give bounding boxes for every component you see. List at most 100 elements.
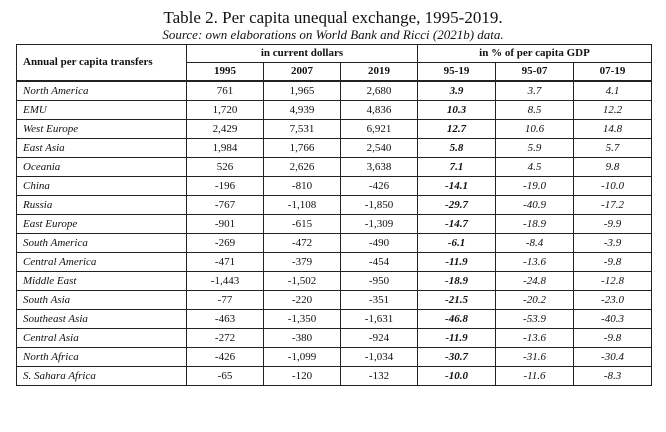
percent-gdp-cell: -11.9 — [417, 328, 496, 348]
percent-gdp-cell: 5.9 — [495, 138, 574, 158]
dollar-value-cell: 2,680 — [340, 80, 418, 101]
percent-gdp-cell: -9.8 — [572, 252, 653, 272]
percent-gdp-cell: -21.5 — [417, 290, 496, 310]
percent-gdp-cell: -17.2 — [572, 195, 653, 215]
table-row: Russia -767 -1,108 -1,850 -29.7 -40.9 -17.2 — [16, 195, 653, 215]
region-cell: West Europe — [16, 119, 187, 139]
dollar-value-cell: -269 — [186, 233, 264, 253]
region-cell: East Europe — [16, 214, 187, 234]
percent-gdp-cell: -24.8 — [495, 271, 574, 291]
percent-gdp-cell: -10.0 — [572, 176, 653, 196]
percent-gdp-cell: 3.9 — [417, 80, 496, 101]
percent-gdp-cell: -40.9 — [495, 195, 574, 215]
region-cell: Middle East — [16, 271, 187, 291]
percent-gdp-cell: -31.6 — [495, 347, 574, 367]
table-row: East Asia 1,984 1,766 2,540 5.8 5.9 5.7 — [16, 138, 653, 158]
percent-gdp-cell: 10.6 — [495, 119, 574, 139]
table-row: EMU 1,720 4,939 4,836 10.3 8.5 12.2 — [16, 100, 653, 120]
table-row: China -196 -810 -426 -14.1 -19.0 -10.0 — [16, 176, 653, 196]
percent-gdp-cell: -13.6 — [495, 328, 574, 348]
table-row: S. Sahara Africa -65 -120 -132 -10.0 -11.6 -8.… — [16, 366, 653, 386]
dollar-value-cell: -196 — [186, 176, 264, 196]
dollar-value-cell: 3,638 — [340, 157, 418, 177]
table-row: North Africa -426 -1,099 -1,034 -30.7 -31.6 -3… — [16, 347, 653, 367]
group-header-percent-gdp: in % of per capita GDP — [416, 44, 653, 63]
region-cell: Central America — [16, 252, 187, 272]
column-header: 1995 — [186, 62, 264, 82]
dollar-value-cell: -490 — [340, 233, 418, 253]
dollar-value-cell: 4,939 — [263, 100, 341, 120]
percent-gdp-cell: -18.9 — [495, 214, 574, 234]
dollar-value-cell: 2,626 — [263, 157, 341, 177]
dollar-value-cell: -77 — [186, 290, 264, 310]
table-row: Central Asia -272 -380 -924 -11.9 -13.6 -9.8 — [16, 328, 653, 348]
dollar-value-cell: -1,034 — [340, 347, 418, 367]
percent-gdp-cell: -53.9 — [495, 309, 574, 329]
table-title: Table 2. Per capita unequal exchange, 19… — [163, 8, 503, 27]
percent-gdp-cell: -12.8 — [572, 271, 653, 291]
percent-gdp-cell: -9.9 — [572, 214, 653, 234]
dollar-value-cell: -1,099 — [263, 347, 341, 367]
percent-gdp-cell: -30.4 — [572, 347, 653, 367]
dollar-value-cell: -132 — [340, 366, 418, 386]
percent-gdp-cell: -11.9 — [417, 252, 496, 272]
region-cell: China — [16, 176, 187, 196]
dollar-value-cell: 761 — [186, 80, 264, 101]
percent-gdp-cell: 9.8 — [572, 157, 653, 177]
dollar-value-cell: -463 — [186, 309, 264, 329]
dollar-value-cell: -1,502 — [263, 271, 341, 291]
dollar-value-cell: -901 — [186, 214, 264, 234]
dollar-value-cell: -1,631 — [340, 309, 418, 329]
percent-gdp-cell: -10.0 — [417, 366, 496, 386]
dollar-value-cell: -950 — [340, 271, 418, 291]
dollar-value-cell: -379 — [263, 252, 341, 272]
percent-gdp-cell: 10.3 — [417, 100, 496, 120]
dollar-value-cell: -1,309 — [340, 214, 418, 234]
percent-gdp-cell: -8.4 — [495, 233, 574, 253]
percent-gdp-cell: -6.1 — [417, 233, 496, 253]
table-source-note: Source: own elaborations on World Bank a… — [162, 27, 504, 42]
percent-gdp-cell: -20.2 — [495, 290, 574, 310]
percent-gdp-cell: 5.7 — [572, 138, 653, 158]
percent-gdp-cell: 12.2 — [572, 100, 653, 120]
dollar-value-cell: -1,850 — [340, 195, 418, 215]
dollar-value-cell: 1,720 — [186, 100, 264, 120]
percent-gdp-cell: 4.5 — [495, 157, 574, 177]
dollar-value-cell: -380 — [263, 328, 341, 348]
region-cell: South America — [16, 233, 187, 253]
dollar-value-cell: 2,429 — [186, 119, 264, 139]
dollar-value-cell: -351 — [340, 290, 418, 310]
table-row: Central America -471 -379 -454 -11.9 -13.6 -9.… — [16, 252, 653, 272]
region-cell: Southeast Asia — [16, 309, 187, 329]
table-body: North America 761 1,965 2,680 3.9 3.7 4.1 EMU 1,… — [16, 80, 653, 386]
percent-gdp-cell: -19.0 — [495, 176, 574, 196]
table-row: North America 761 1,965 2,680 3.9 3.7 4.1 — [16, 80, 653, 101]
table-row: South Asia -77 -220 -351 -21.5 -20.2 -23.0 — [16, 290, 653, 310]
dollar-value-cell: -1,443 — [186, 271, 264, 291]
dollar-value-cell: -1,108 — [263, 195, 341, 215]
percent-gdp-cell: 12.7 — [417, 119, 496, 139]
dollar-value-cell: -426 — [340, 176, 418, 196]
dollar-value-cell: 1,965 — [263, 80, 341, 101]
region-cell: Russia — [16, 195, 187, 215]
region-cell: North Africa — [16, 347, 187, 367]
percent-gdp-cell: -18.9 — [417, 271, 496, 291]
region-cell: S. Sahara Africa — [16, 366, 187, 386]
table-row: South America -269 -472 -490 -6.1 -8.4 -3.9 — [16, 233, 653, 253]
dollar-value-cell: 1,984 — [186, 138, 264, 158]
dollar-value-cell: -810 — [263, 176, 341, 196]
dollar-value-cell: 7,531 — [263, 119, 341, 139]
table-row: East Europe -901 -615 -1,309 -14.7 -18.9 -9.9 — [16, 214, 653, 234]
dollar-value-cell: -272 — [186, 328, 264, 348]
region-cell: Oceania — [16, 157, 187, 177]
region-cell: East Asia — [16, 138, 187, 158]
dollar-value-cell: -220 — [263, 290, 341, 310]
dollar-value-cell: 4,836 — [340, 100, 418, 120]
column-header: 95-19 — [417, 62, 496, 82]
percent-gdp-cell: -30.7 — [417, 347, 496, 367]
dollar-value-cell: -924 — [340, 328, 418, 348]
region-cell: North America — [16, 80, 187, 101]
dollar-value-cell: -472 — [263, 233, 341, 253]
dollar-value-cell: -767 — [186, 195, 264, 215]
